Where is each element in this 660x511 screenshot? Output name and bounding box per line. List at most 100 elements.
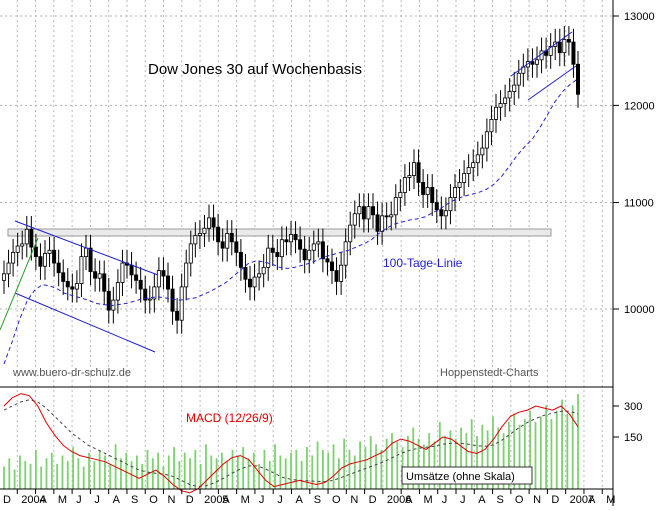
volume-bar (274, 444, 276, 489)
candle-body (512, 84, 517, 92)
candle-body (530, 61, 535, 65)
macd-signal-line (3, 399, 579, 488)
volume-bar (215, 458, 218, 489)
volume-bar (194, 449, 197, 489)
candle-body (225, 233, 230, 249)
month-label: N (168, 494, 176, 506)
candle-body (484, 131, 489, 149)
candle-body (179, 286, 184, 321)
candle-body (33, 246, 38, 258)
candle-body (452, 187, 457, 198)
candle-body (29, 228, 34, 248)
candle-body (411, 162, 416, 176)
candle-body (475, 154, 480, 164)
volume-bar (88, 452, 90, 489)
volume-bar (523, 419, 526, 489)
candle-body (516, 72, 521, 86)
volume-bar (481, 424, 484, 489)
volume-bar (369, 435, 372, 489)
volume-bar (502, 433, 505, 489)
source-hoppenstedt: Hoppenstedt-Charts (440, 367, 539, 379)
volume-bar (268, 461, 271, 489)
volume-bar (50, 452, 53, 489)
price-candles (2, 26, 581, 334)
month-label: M (241, 494, 250, 506)
volume-bar (77, 458, 80, 489)
candle-body (188, 243, 193, 264)
candle-body (2, 273, 7, 281)
price-tick-label: 13000 (624, 11, 655, 23)
candle-body (343, 241, 348, 266)
candle-body (357, 206, 362, 215)
price-tick-label: 10000 (624, 304, 655, 316)
candle-body (380, 215, 385, 232)
candle-body (115, 282, 120, 301)
month-label: J (76, 494, 82, 506)
volume-bar (252, 452, 255, 489)
candle-body (398, 192, 403, 198)
candle-body (566, 39, 571, 43)
candle-body (170, 288, 175, 312)
candle-body (11, 251, 16, 264)
volume-bar (300, 461, 303, 489)
volume-bar (486, 430, 489, 489)
volume-bar (492, 416, 494, 489)
candle-body (389, 214, 394, 218)
volume-bar (109, 463, 112, 489)
volume-bar (454, 438, 457, 489)
candle-body (361, 206, 366, 220)
volume-bar (295, 449, 298, 489)
volume-bar (40, 466, 43, 489)
source-url: www.buero-dr-schulz.de (12, 367, 131, 379)
volume-bar (66, 461, 69, 489)
candle-body (106, 290, 111, 311)
candle-body (238, 251, 243, 268)
month-label: A (588, 494, 596, 506)
candle-body (562, 39, 567, 54)
volume-bar (61, 455, 64, 489)
candle-body (97, 273, 102, 279)
candle-body (448, 197, 453, 212)
volume-bar (348, 449, 351, 489)
candle-body (161, 270, 166, 277)
candle-body (70, 286, 75, 290)
candle-body (557, 41, 562, 54)
volume-label-box (401, 466, 533, 485)
macd-label: MACD (12/26/9) (186, 411, 273, 425)
month-label: O (515, 494, 524, 506)
volume-bar (258, 463, 261, 489)
volume-bar (205, 444, 207, 489)
volume-bar (550, 419, 553, 489)
volume-bar (226, 461, 229, 489)
volume-bar (428, 433, 431, 489)
volume-bar (173, 447, 175, 489)
candle-body (61, 272, 66, 282)
volume-bar (151, 458, 154, 489)
candle-body (503, 97, 508, 104)
horizontal-gridlines (0, 15, 613, 310)
month-label: A (478, 494, 486, 506)
candle-body (407, 175, 412, 178)
volume-bar (470, 419, 473, 489)
volume-bar (98, 449, 101, 489)
volume-bar (221, 452, 223, 489)
volume-bar (380, 449, 383, 489)
month-label: S (314, 494, 321, 506)
candle-body (206, 217, 211, 229)
candle-body (24, 228, 29, 245)
volume-bar (178, 461, 181, 489)
candle-body (102, 273, 107, 292)
candle-body (193, 235, 198, 245)
month-label: A (40, 494, 48, 506)
volume-bar (497, 427, 500, 489)
month-label: S (131, 494, 138, 506)
macd-tick-label: 300 (624, 401, 642, 413)
trend-channel-2004 (14, 220, 159, 353)
candle-body (247, 278, 252, 288)
candle-body (416, 162, 421, 183)
month-label: J (259, 494, 265, 506)
volume-bar (104, 455, 106, 489)
candle-body (507, 91, 512, 99)
candle-body (298, 239, 303, 250)
